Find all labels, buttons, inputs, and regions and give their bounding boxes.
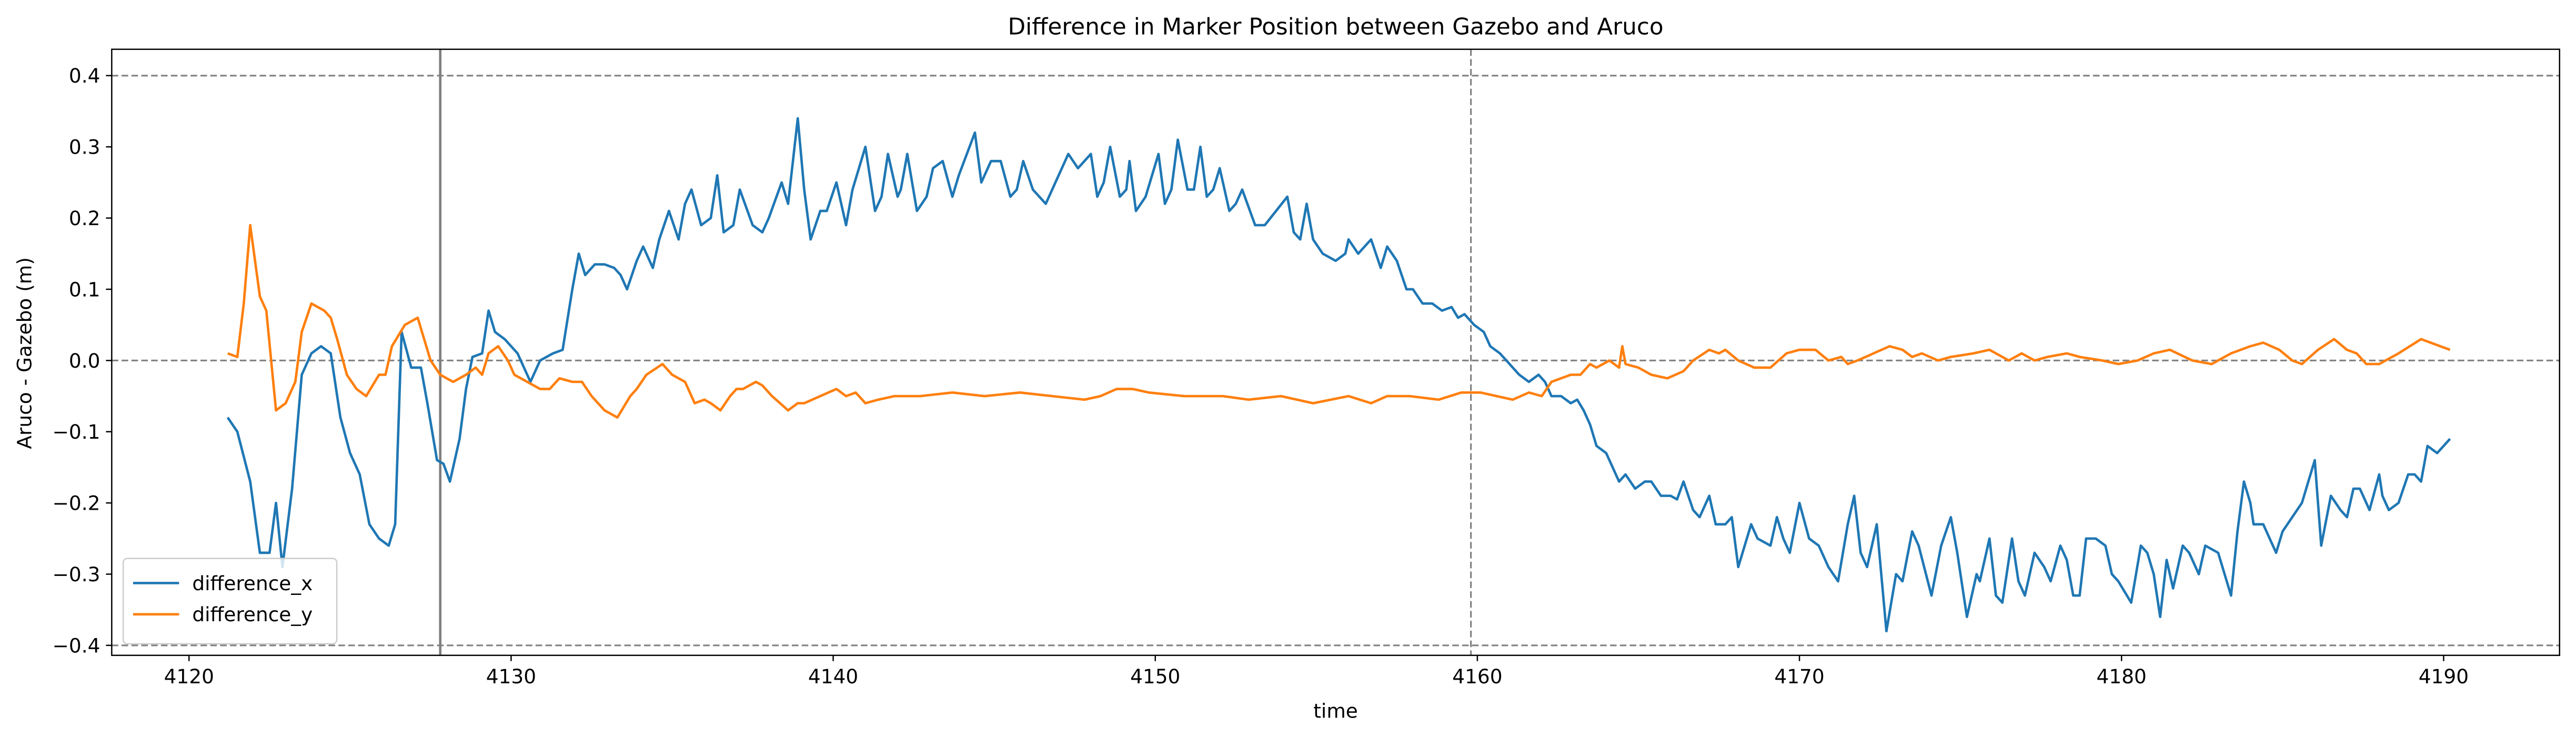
- data-line: [227, 224, 2451, 419]
- data-line: [226, 117, 2451, 633]
- x-tick-label: 4170: [1774, 665, 1824, 688]
- axes-frame: [111, 48, 2561, 656]
- y-axis-label: Aruco - Gazebo (m): [13, 257, 36, 449]
- y-tick-label: 0.0: [69, 349, 100, 372]
- x-tick-label: 4140: [808, 665, 858, 688]
- y-tick-label: 0.4: [69, 64, 100, 87]
- x-axis-label: time: [1313, 700, 1358, 723]
- y-tick-label: 0.3: [69, 136, 100, 159]
- x-tick-label: 4150: [1130, 665, 1180, 688]
- y-tick-label: −0.3: [53, 563, 100, 586]
- legend-label: difference_y: [192, 603, 313, 626]
- x-tick-label: 4190: [2419, 665, 2469, 688]
- chart-title: Difference in Marker Position between Ga…: [1008, 14, 1664, 41]
- legend-box: [122, 558, 338, 645]
- legend-label: difference_x: [192, 572, 313, 595]
- y-tick-label: 0.2: [69, 207, 100, 230]
- x-tick-label: 4120: [164, 665, 214, 688]
- x-tick-label: 4130: [486, 665, 536, 688]
- x-tick-label: 4180: [2097, 665, 2147, 688]
- y-tick-label: 0.1: [69, 278, 100, 301]
- y-tick-label: −0.2: [53, 492, 100, 515]
- x-tick-label: 4160: [1452, 665, 1502, 688]
- y-tick-label: −0.1: [53, 420, 100, 443]
- y-tick-label: −0.4: [53, 634, 100, 657]
